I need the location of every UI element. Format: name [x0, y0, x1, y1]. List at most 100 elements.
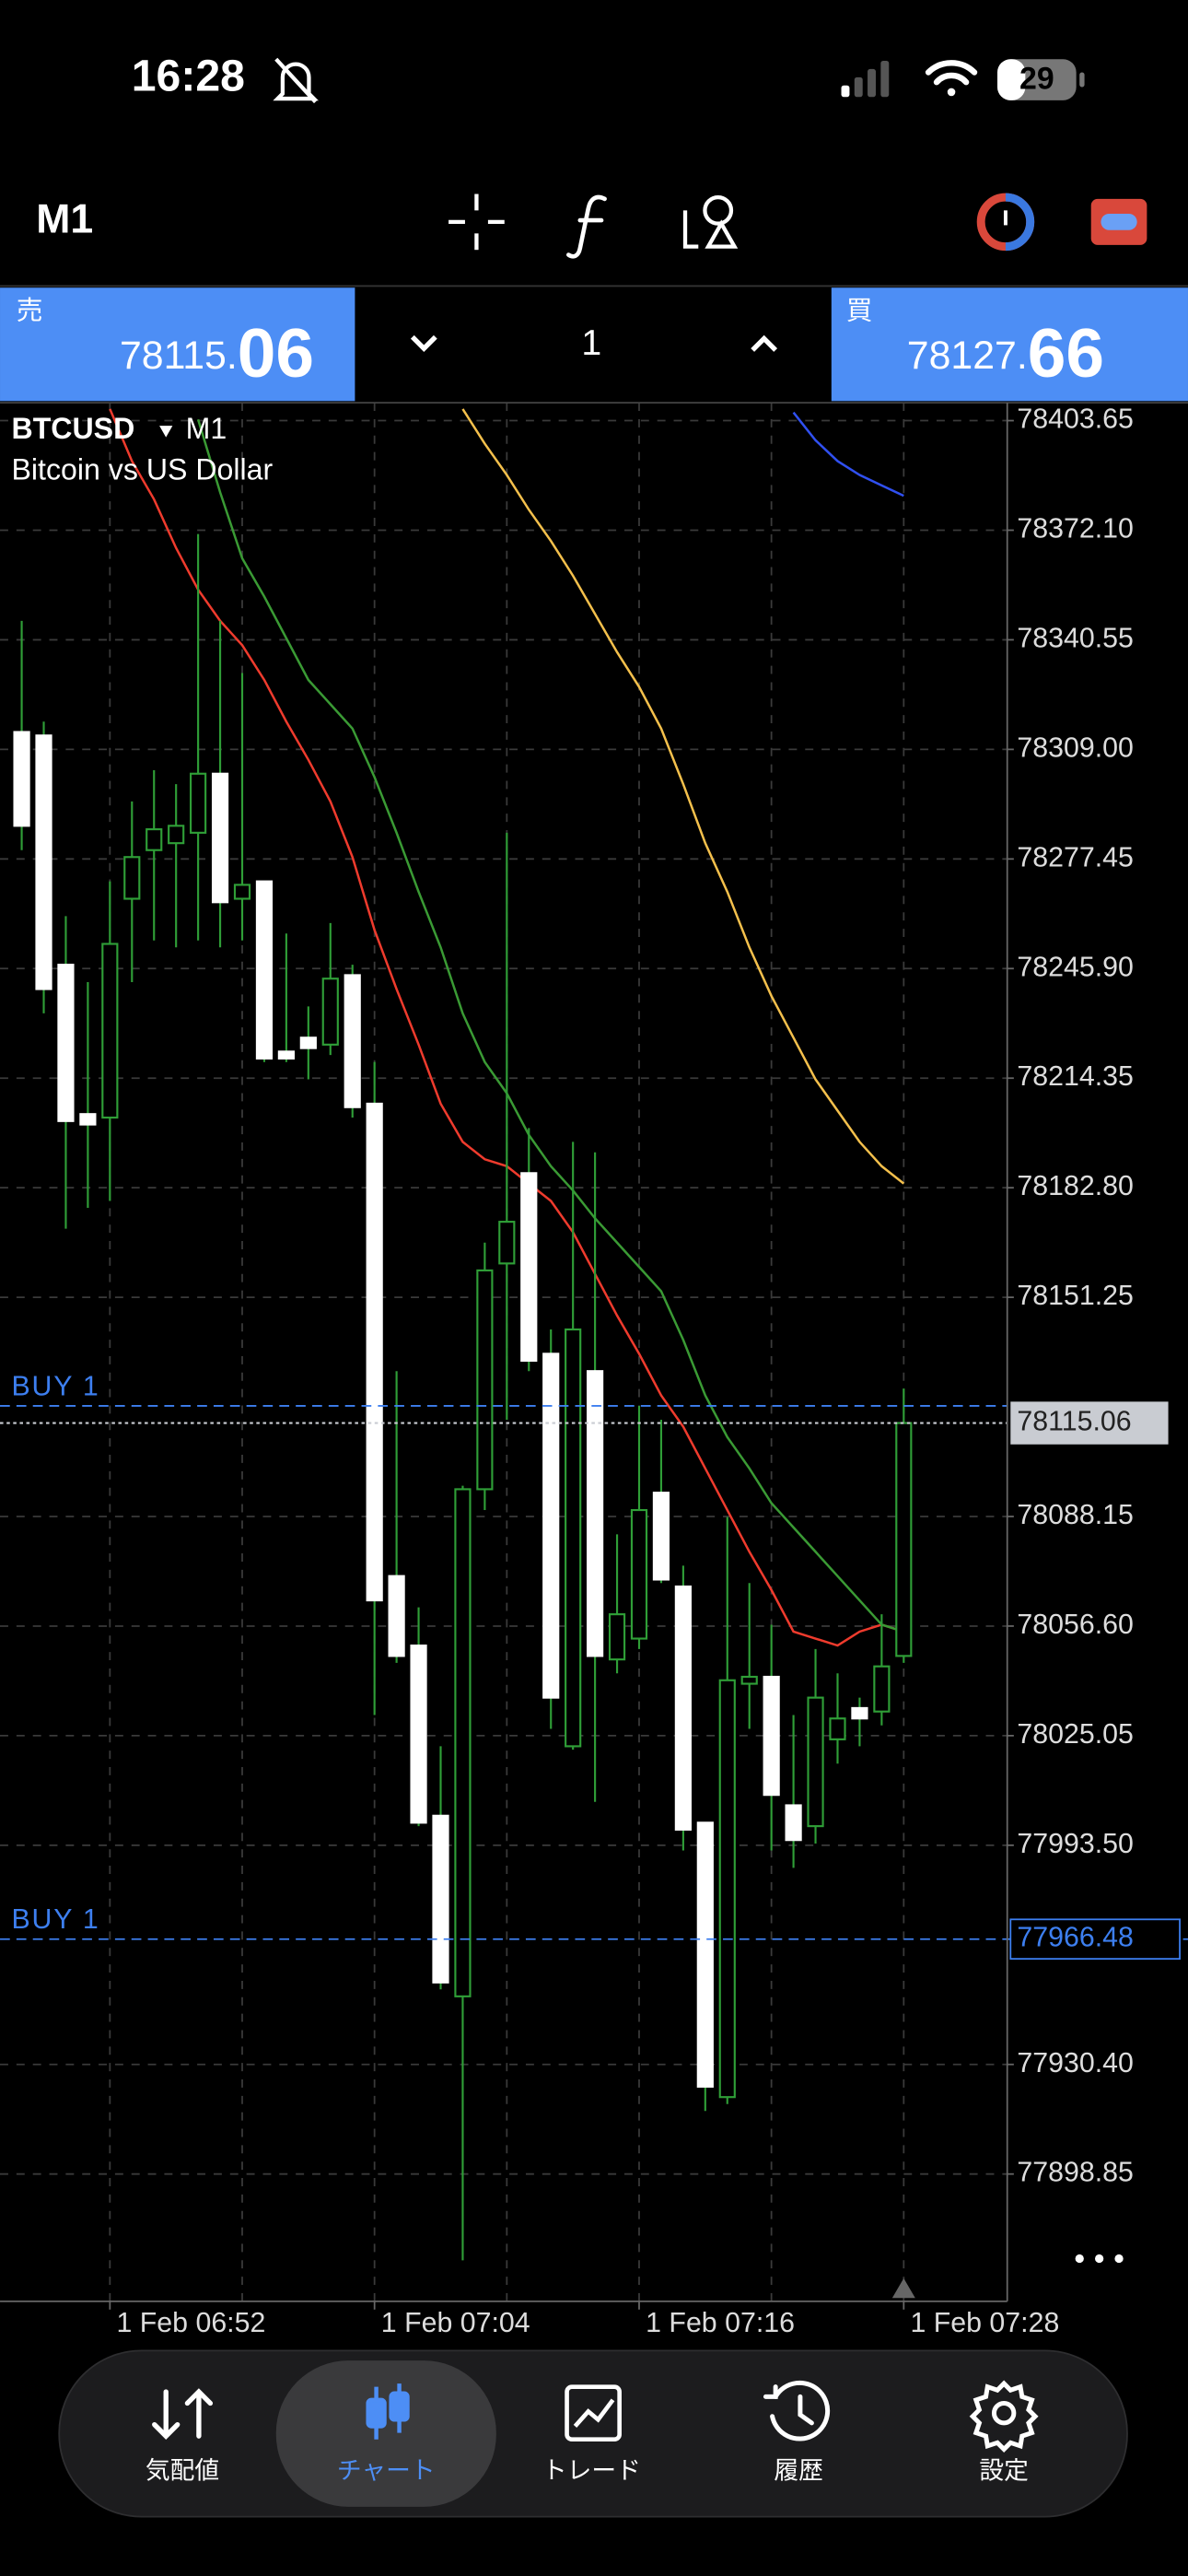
candle-body: [785, 1804, 802, 1842]
sell-button[interactable]: [0, 287, 355, 402]
sell-price-main: 78115.: [120, 334, 238, 378]
buy-label: 買: [846, 297, 873, 326]
candle-body: [13, 731, 30, 827]
plot-area: [13, 408, 913, 2261]
candle-body: [565, 1328, 582, 1748]
y-tick-label: 78245.90: [1017, 952, 1134, 982]
order-price: 77966.48: [1017, 1923, 1134, 1953]
nav-icon-history: [763, 2380, 831, 2441]
y-tick-label: 78025.05: [1017, 1719, 1134, 1750]
candle-body: [410, 1644, 427, 1824]
y-tick-label: 78277.45: [1017, 842, 1134, 872]
nav-items: 気配値 チャート トレード 履歴 設定: [146, 2360, 1039, 2507]
candle-body: [696, 1821, 714, 2088]
candle-body: [542, 1352, 560, 1699]
nav-icon-trade: [565, 2384, 622, 2442]
battery-level: 29: [1019, 61, 1054, 96]
sell-price-big: 06: [238, 314, 314, 392]
candle-body: [366, 1102, 383, 1602]
candle-body: [123, 856, 141, 900]
nav-label[interactable]: 履歴: [774, 2456, 823, 2484]
candle-body: [344, 974, 361, 1108]
candle-body: [146, 828, 163, 851]
y-tick-label: 78372.10: [1017, 514, 1134, 544]
order-price-tag: [1009, 1918, 1181, 1961]
candle-body: [299, 1036, 317, 1049]
current-time-marker: [891, 2277, 915, 2299]
volume-down-button[interactable]: [410, 334, 437, 353]
one-click-button[interactable]: [1090, 198, 1147, 245]
x-tick-label: 1 Feb 07:16: [646, 2308, 795, 2338]
bid-price-tag: [1010, 1401, 1169, 1445]
indicator-line: [792, 411, 904, 498]
nav-label[interactable]: トレード: [542, 2456, 641, 2484]
candle-body: [190, 772, 207, 834]
y-tick-label: 78340.55: [1017, 623, 1134, 653]
volume-up-button[interactable]: [751, 334, 778, 352]
status-time: 16:28: [132, 51, 245, 100]
indicators-button[interactable]: [566, 194, 607, 259]
candle-body: [740, 1675, 758, 1685]
candle-body: [652, 1492, 670, 1581]
candle-body: [233, 884, 251, 900]
candle-body: [255, 880, 274, 1060]
x-tick-label: 1 Feb 07:28: [910, 2308, 1059, 2338]
bid-price: 78115.06: [1017, 1407, 1131, 1437]
indicator-line: [461, 408, 905, 1185]
nav-icon-settings: [969, 2380, 1039, 2453]
candle-body: [35, 734, 52, 990]
candle-body: [829, 1717, 846, 1740]
y-tick-label: 77993.50: [1017, 1829, 1134, 1859]
y-tick-label: 78056.60: [1017, 1610, 1134, 1640]
x-tick-label: 1 Feb 07:04: [381, 2308, 530, 2338]
nav-label[interactable]: チャート: [337, 2456, 436, 2484]
buy-price-main: 78127.: [907, 334, 1028, 378]
y-tick-label: 78309.00: [1017, 732, 1134, 763]
candle-body: [807, 1696, 824, 1828]
signal-icon: [841, 61, 890, 98]
candle-body: [763, 1675, 780, 1797]
order-label: BUY 1: [12, 1904, 100, 1935]
timeframe-button[interactable]: M1: [36, 197, 93, 242]
sell-label: 売: [17, 297, 43, 326]
battery-icon: 29: [997, 59, 1085, 100]
crosshair-button[interactable]: [448, 193, 505, 251]
symbol[interactable]: BTCUSD: [12, 412, 135, 445]
nav-icon-quotes: [152, 2388, 214, 2440]
candle-body: [277, 1050, 295, 1060]
candle-body: [674, 1585, 692, 1831]
y-tick-label: 78214.35: [1017, 1061, 1134, 1092]
y-tick-label: 78403.65: [1017, 404, 1134, 435]
candle-body: [211, 772, 229, 904]
candle-body: [388, 1575, 405, 1657]
candle-body: [851, 1706, 868, 1720]
y-tick-label: 77930.40: [1017, 2048, 1134, 2078]
nav-label[interactable]: 気配値: [146, 2456, 219, 2484]
symbol-description: Bitcoin vs US Dollar: [12, 453, 274, 486]
volume[interactable]: 1: [581, 322, 601, 363]
candle-body: [587, 1370, 604, 1657]
candle-body: [718, 1679, 736, 2099]
candle-body: [79, 1113, 97, 1126]
more-button[interactable]: [1075, 2254, 1124, 2264]
overlay: BUY 1 BUY 1 77966.48 78115.06: [0, 1371, 1188, 1961]
y-tick-label: 78182.80: [1017, 1171, 1134, 1201]
indicator-line: [196, 418, 904, 1633]
trade-timer-button[interactable]: [976, 193, 1035, 252]
candle-body: [476, 1269, 494, 1491]
candle-body: [454, 1488, 472, 1997]
candle-body: [520, 1172, 538, 1362]
nav-icon-chart: [366, 2383, 410, 2440]
objects-button[interactable]: [682, 194, 739, 249]
buy-button[interactable]: [831, 287, 1188, 402]
nav-active-pill: [275, 2360, 496, 2507]
nav-label[interactable]: 設定: [979, 2456, 1029, 2484]
order-label: BUY 1: [12, 1371, 100, 1401]
grid: 78403.65 78372.10 78340.55 78309.00 78277.45…: [0, 403, 1134, 2338]
y-tick-label: 78088.15: [1017, 1500, 1134, 1530]
candle-body: [895, 1422, 913, 1657]
candle-body: [630, 1508, 648, 1640]
y-tick-label: 77898.85: [1017, 2158, 1134, 2188]
